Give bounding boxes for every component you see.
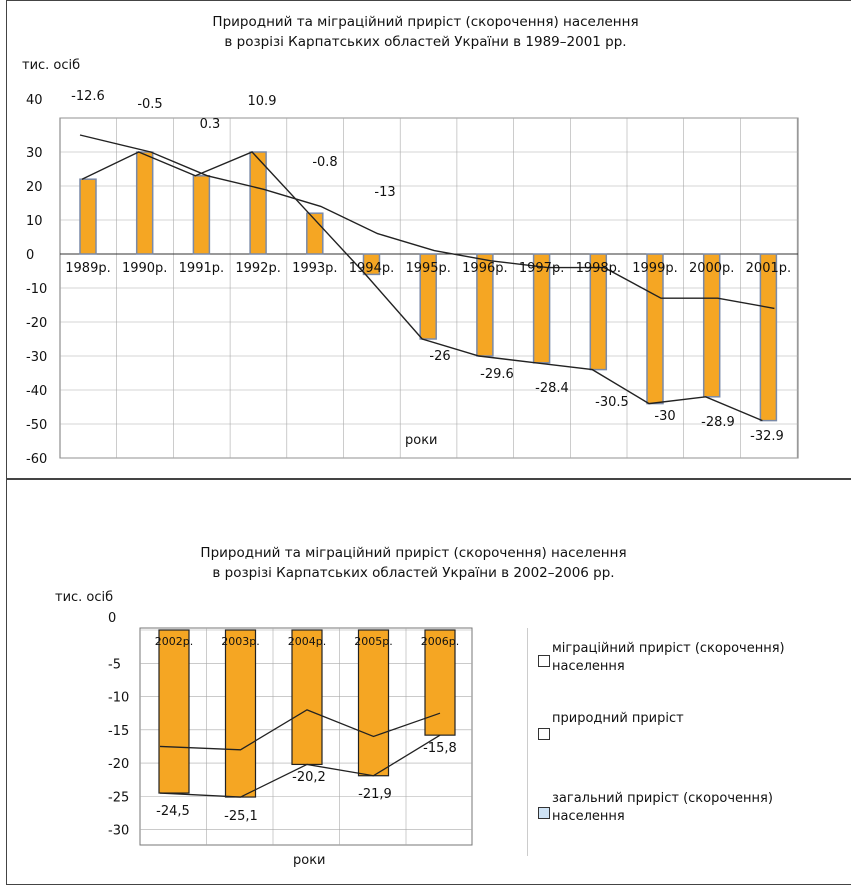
chart1-category-label: 1994р. — [349, 261, 394, 276]
chart2-plot-border — [139, 627, 473, 846]
chart1-data-label: -13 — [374, 185, 395, 200]
chart1-category-label: 1995р. — [405, 261, 450, 276]
chart1-xlabel: роки — [405, 433, 438, 448]
chart2-ytick-label: 0 — [108, 611, 116, 626]
chart1-bar — [362, 253, 381, 276]
chart2-line-migration — [159, 734, 441, 798]
chart1-data-label: -26 — [429, 349, 450, 364]
chart1-ytick-label: 30 — [26, 146, 43, 161]
chart2-ylabel: тис. осіб — [55, 590, 114, 605]
chart2-title-line1: Природний та міграційний приріст (скороч… — [200, 545, 627, 561]
chart1-frame — [6, 0, 851, 480]
chart2-bar — [357, 629, 390, 777]
chart1-data-label: -32.9 — [750, 429, 784, 444]
chart1-ytick-label: 10 — [26, 214, 43, 229]
chart1-bar — [646, 253, 664, 405]
chart2-ytick-label: -5 — [108, 657, 121, 672]
chart1-bar — [192, 175, 211, 255]
chart2-data-label: -20,2 — [292, 770, 326, 785]
chart1-ylabel: тис. осіб — [22, 58, 81, 73]
chart2-category-label: 2005р. — [354, 635, 392, 648]
legend-label-natural: природний приріст — [552, 711, 684, 726]
chart1-category-label: 2000р. — [689, 261, 734, 276]
chart1-category-label: 1996р. — [462, 261, 507, 276]
chart2-legend-divider — [527, 628, 528, 856]
chart2-category-label: 2004р. — [288, 635, 326, 648]
chart1-bar — [419, 253, 437, 340]
chart1-category-label: 1989р. — [65, 261, 110, 276]
chart1-bar — [702, 253, 721, 398]
chart1-ytick-label: -50 — [26, 418, 47, 433]
chart1-data-label: -30 — [654, 409, 675, 424]
legend-label-migration: міграційний приріст (скорочення) населен… — [552, 641, 785, 674]
chart1-bar — [476, 253, 494, 357]
chart1-ytick-label: 20 — [26, 180, 43, 195]
chart1-ytick-label: 40 — [26, 93, 43, 108]
chart2-title-line2: в розрізі Карпатських областей України в… — [212, 565, 615, 581]
chart2-data-label: -25,1 — [224, 809, 258, 824]
chart1-bar — [249, 151, 267, 255]
legend-label-total: загальний приріст (скорочення) населення — [552, 791, 773, 824]
chart2-category-label: 2002р. — [155, 635, 193, 648]
chart2-ytick-label: -15 — [108, 724, 129, 739]
chart1-category-label: 1998р. — [576, 261, 621, 276]
chart1-category-label: 2001р. — [746, 261, 791, 276]
chart1-ytick-label: 0 — [26, 248, 34, 263]
chart1-data-label: 0.3 — [200, 117, 221, 132]
chart1-category-label: 1993р. — [292, 261, 337, 276]
chart1-ytick-label: -60 — [26, 452, 47, 467]
chart2-bar — [424, 629, 456, 736]
chart1-category-label: 1992р. — [235, 261, 280, 276]
chart2-title: Природний та міграційний приріст (скороч… — [0, 543, 839, 583]
chart2-category-label: 2006р. — [421, 635, 459, 648]
legend-marker-total — [538, 807, 550, 819]
chart1-category-label: 1997р. — [519, 261, 564, 276]
chart1-data-label: -0.5 — [137, 97, 162, 112]
chart1-category-label: 1999р. — [632, 261, 677, 276]
chart2-data-label: -24,5 — [156, 804, 190, 819]
chart1-data-label: -0.8 — [312, 155, 337, 170]
chart1-category-label: 1990р. — [122, 261, 167, 276]
chart1-category-label: 1991р. — [179, 261, 224, 276]
chart1-data-label: -12.6 — [71, 89, 105, 104]
chart1-data-label: -28.4 — [535, 381, 569, 396]
chart1-data-label: 10.9 — [248, 94, 277, 109]
chart2-bar — [224, 629, 257, 798]
chart1-ytick-label: -20 — [26, 316, 47, 331]
legend-marker-migration — [538, 655, 550, 667]
chart1-ytick-label: -30 — [26, 350, 47, 365]
chart2-category-label: 2003р. — [221, 635, 259, 648]
chart1-bar — [532, 253, 551, 364]
chart1-ytick-label: -10 — [26, 282, 47, 297]
chart1-data-label: -28.9 — [701, 415, 735, 430]
chart2-ytick-label: -25 — [108, 790, 129, 805]
chart1-bar — [135, 151, 154, 255]
chart1-ytick-label: -40 — [26, 384, 47, 399]
chart1-data-label: -30.5 — [595, 395, 629, 410]
chart1-data-label: -29.6 — [480, 367, 514, 382]
chart1-line-migration — [81, 151, 763, 422]
chart2-line-natural — [159, 709, 441, 751]
chart1-bar — [589, 253, 608, 371]
chart2-ytick-label: -30 — [108, 824, 129, 839]
chart1-bar — [79, 178, 97, 255]
chart2-data-label: -15,8 — [423, 741, 457, 756]
legend-marker-natural — [538, 728, 550, 740]
chart1-bar — [759, 253, 778, 422]
chart2-ytick-label: -20 — [108, 757, 129, 772]
chart2-data-label: -21,9 — [358, 787, 392, 802]
chart2-bar — [158, 629, 190, 794]
chart1-title-line2: в розрізі Карпатських областей України в… — [224, 34, 627, 50]
chart2-xlabel: роки — [293, 853, 326, 868]
chart1-line-natural — [79, 134, 775, 310]
chart2-bar — [291, 629, 323, 766]
chart1-title-line1: Природний та міграційний приріст (скороч… — [212, 14, 639, 30]
chart1-title: Природний та міграційний приріст (скороч… — [0, 12, 851, 52]
chart2-ytick-label: -10 — [108, 691, 129, 706]
